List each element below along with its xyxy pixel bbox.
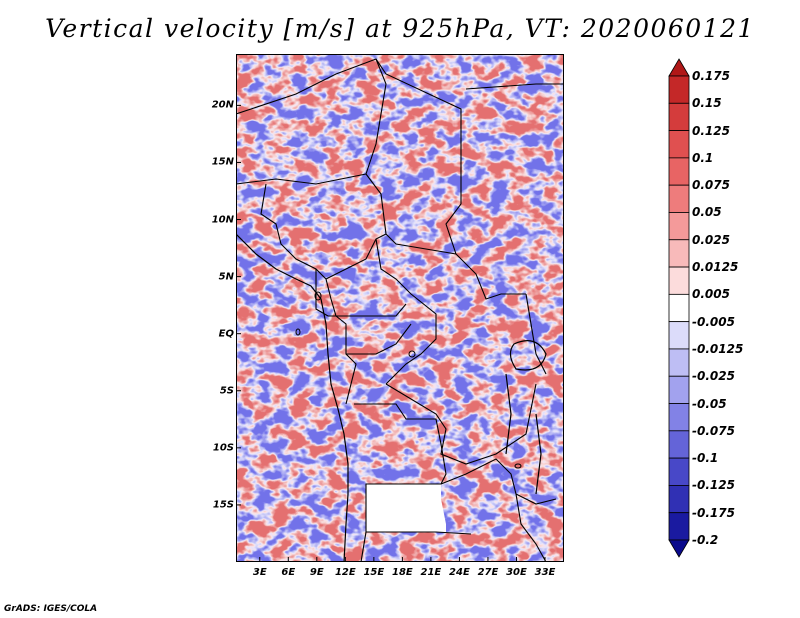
country-borders bbox=[236, 58, 564, 562]
masked-highland-region bbox=[366, 484, 446, 532]
lat-label-15n: 15N bbox=[211, 156, 234, 168]
lon-label-21e: 21E bbox=[420, 567, 442, 578]
colorbar-segment bbox=[668, 348, 690, 377]
colorbar-label: -0.175 bbox=[692, 505, 735, 520]
map-frame bbox=[236, 54, 564, 562]
colorbar-label: -0.2 bbox=[692, 533, 719, 547]
plot-title: Vertical velocity [m/s] at 925hPa, VT: 2… bbox=[45, 14, 755, 43]
colorbar-segment bbox=[668, 293, 690, 323]
lon-label-18e: 18E bbox=[392, 567, 413, 578]
colorbar-label: 0.1 bbox=[692, 150, 714, 165]
colorbar-label: -0.05 bbox=[692, 396, 727, 411]
colorbar-segment bbox=[668, 321, 690, 350]
colorbar-label: 0.15 bbox=[692, 96, 722, 111]
coastlines bbox=[236, 233, 547, 562]
colorbar-segment bbox=[668, 457, 690, 486]
colorbar bbox=[668, 58, 690, 558]
colorbar-segment bbox=[668, 430, 690, 459]
colorbar-label: -0.075 bbox=[692, 423, 735, 438]
longitude-ticks bbox=[259, 557, 546, 562]
lat-label-10n: 10N bbox=[211, 214, 234, 226]
colorbar-label: 0.125 bbox=[692, 123, 730, 138]
colorbar-bottom-arrow bbox=[668, 539, 690, 558]
velocity-shading bbox=[236, 54, 564, 562]
lon-label-15e: 15E bbox=[363, 567, 385, 578]
lon-label-12e: 12E bbox=[334, 567, 356, 578]
lon-label-6e: 6E bbox=[281, 567, 296, 578]
colorbar-segment bbox=[668, 266, 690, 295]
lat-label-10s: 10S bbox=[212, 442, 234, 454]
colorbar-label: 0.025 bbox=[692, 232, 730, 247]
colorbar-segment bbox=[668, 102, 690, 131]
colorbar-segment bbox=[668, 375, 690, 404]
lon-label-3e: 3E bbox=[252, 567, 267, 578]
colorbar-segment bbox=[668, 212, 690, 241]
colorbar-segment bbox=[668, 130, 690, 159]
lat-label-5s: 5S bbox=[219, 385, 234, 397]
colorbar-segment bbox=[668, 403, 690, 432]
lon-label-33e: 33E bbox=[534, 567, 556, 578]
lat-label-eq: EQ bbox=[218, 328, 234, 340]
colorbar-segment bbox=[668, 239, 690, 268]
colorbar-label: 0.05 bbox=[692, 205, 722, 220]
software-credit: GrADS: IGES/COLA bbox=[4, 604, 98, 614]
colorbar-label: 0.175 bbox=[692, 69, 730, 83]
lon-label-9e: 9E bbox=[309, 567, 324, 578]
vertical-velocity-field bbox=[236, 54, 564, 562]
lat-label-5n: 5N bbox=[218, 271, 234, 283]
lon-label-30e: 30E bbox=[506, 567, 527, 578]
colorbar-segment bbox=[668, 184, 690, 213]
map-panel bbox=[236, 54, 564, 562]
colorbar-segment bbox=[668, 75, 690, 104]
colorbar-label: -0.1 bbox=[692, 451, 719, 466]
colorbar-label: -0.0125 bbox=[692, 341, 744, 356]
colorbar-label: -0.005 bbox=[692, 314, 735, 329]
colorbar-segment bbox=[668, 512, 690, 541]
colorbar-label: 0.075 bbox=[692, 178, 730, 193]
lat-label-15s: 15S bbox=[212, 499, 234, 511]
colorbar-top-arrow bbox=[668, 58, 690, 77]
lake-outlines bbox=[295, 291, 522, 469]
lon-label-24e: 24E bbox=[449, 567, 470, 578]
colorbar-segment bbox=[668, 157, 690, 186]
lat-label-20n: 20N bbox=[211, 99, 234, 111]
colorbar-label: 0.005 bbox=[692, 287, 730, 302]
colorbar-label: -0.125 bbox=[692, 478, 735, 493]
colorbar-label: 0.0125 bbox=[692, 260, 739, 275]
colorbar-segment bbox=[668, 485, 690, 514]
latitude-ticks bbox=[236, 104, 241, 506]
colorbar-label: -0.025 bbox=[692, 369, 735, 384]
lon-label-27e: 27E bbox=[477, 567, 499, 578]
